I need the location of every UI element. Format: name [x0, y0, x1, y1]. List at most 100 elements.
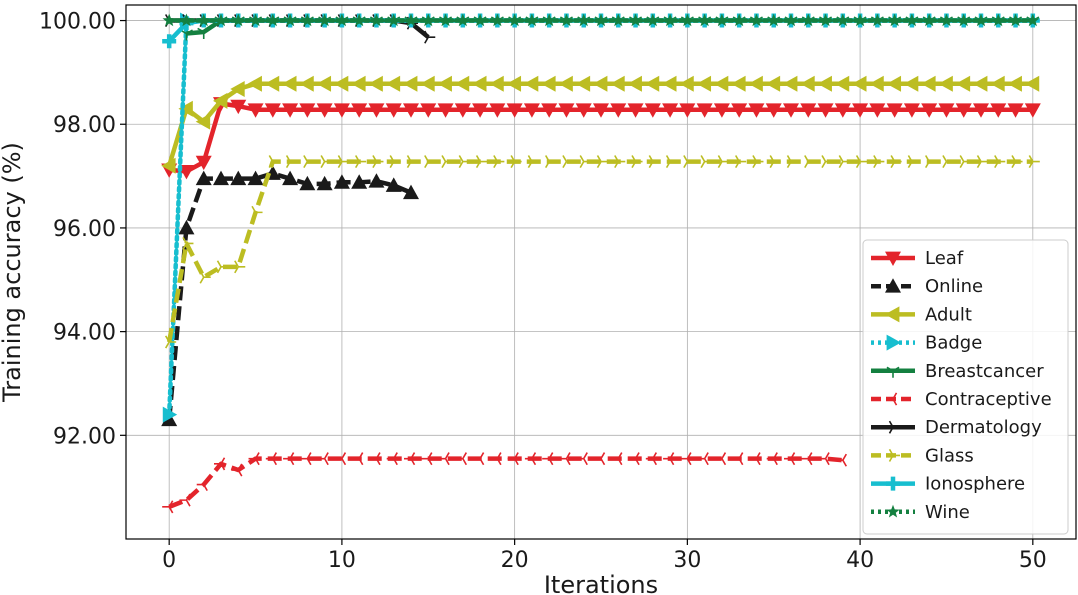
data-point-contraceptive — [611, 452, 623, 466]
legend-label-dermatology: Dermatology — [925, 417, 1042, 438]
data-point-online — [403, 184, 419, 200]
data-point-glass — [1028, 155, 1040, 169]
y-tick-label: 96.00 — [53, 217, 116, 242]
legend-item-adult: Adult — [871, 304, 972, 325]
data-point-leaf — [454, 103, 471, 118]
y-tick-label: 98.00 — [53, 113, 116, 138]
data-point-adult — [351, 75, 366, 92]
data-point-wine — [197, 13, 211, 27]
data-point-leaf — [178, 165, 195, 180]
data-point-leaf — [610, 103, 627, 118]
data-point-glass — [683, 155, 695, 169]
data-point-adult — [593, 75, 608, 92]
data-point-online — [213, 170, 229, 186]
data-point-wine — [974, 13, 988, 27]
data-point-leaf — [696, 103, 713, 118]
data-point-leaf — [800, 103, 817, 118]
data-point-wine — [991, 13, 1005, 27]
legend-item-wine: Wine — [871, 502, 970, 523]
data-point-wine — [818, 13, 833, 27]
legend-label-breastcancer: Breastcancer — [925, 361, 1044, 382]
data-point-wine — [542, 13, 556, 27]
data-point-contraceptive — [438, 452, 450, 466]
data-point-wine — [507, 13, 522, 27]
data-point-adult — [454, 75, 470, 92]
data-point-leaf — [644, 103, 661, 118]
data-point-leaf — [869, 103, 886, 118]
data-point-contraceptive — [559, 452, 571, 466]
data-point-wine — [870, 13, 885, 27]
data-point-glass — [389, 155, 401, 169]
plot-frame — [125, 4, 1077, 540]
data-point-adult — [627, 75, 642, 92]
data-point-leaf — [523, 103, 540, 118]
data-point-adult — [990, 75, 1005, 92]
data-point-wine — [300, 13, 315, 27]
data-point-contraceptive — [179, 493, 191, 507]
data-point-glass — [164, 335, 177, 349]
data-point-adult — [333, 75, 349, 92]
data-point-glass — [717, 155, 729, 169]
data-point-leaf — [955, 103, 972, 118]
data-point-contraceptive — [542, 452, 554, 466]
data-point-online — [247, 170, 264, 186]
data-point-leaf — [282, 103, 299, 118]
data-point-leaf — [558, 103, 575, 118]
series-online — [161, 165, 419, 427]
data-point-leaf — [299, 103, 316, 118]
data-point-leaf — [385, 103, 402, 118]
data-point-online — [351, 174, 368, 189]
data-point-wine — [438, 13, 453, 27]
data-point-wine — [387, 13, 401, 27]
data-point-glass — [544, 155, 557, 169]
data-point-adult — [161, 157, 176, 174]
legend-label-online: Online — [925, 276, 983, 297]
legend-item-ionosphere: Ionosphere — [871, 474, 1025, 495]
data-point-contraceptive — [317, 452, 329, 466]
data-point-glass — [320, 155, 332, 169]
data-point-glass — [959, 155, 971, 169]
data-point-adult — [938, 75, 953, 92]
series-line-badge — [166, 18, 189, 417]
data-point-contraceptive — [404, 452, 416, 466]
data-point-adult — [921, 75, 936, 92]
data-point-leaf — [921, 103, 938, 118]
data-point-adult — [506, 75, 522, 92]
data-point-contraceptive — [231, 463, 243, 477]
data-point-adult — [230, 80, 245, 97]
data-point-adult — [903, 75, 919, 92]
legend-marker-leaf — [885, 251, 901, 266]
data-point-glass — [838, 155, 850, 169]
data-point-wine — [248, 13, 263, 27]
data-point-glass — [665, 155, 678, 169]
data-point-adult — [472, 75, 487, 92]
data-point-contraceptive — [663, 452, 675, 466]
y-axis-label: Training accuracy (%) — [0, 142, 26, 403]
data-point-wine — [680, 13, 695, 27]
data-point-adult — [575, 75, 591, 92]
data-point-glass — [251, 205, 263, 219]
data-point-dermatology — [424, 30, 436, 44]
data-point-glass — [337, 155, 349, 169]
data-point-adult — [852, 75, 867, 92]
data-point-leaf — [403, 103, 419, 118]
data-point-breastcancer — [197, 27, 211, 39]
data-point-leaf — [662, 103, 679, 118]
legend-item-glass: Glass — [871, 445, 974, 466]
data-point-wine — [939, 13, 954, 27]
data-point-wine — [473, 13, 487, 27]
data-point-online — [230, 170, 247, 186]
data-point-wine — [628, 13, 643, 27]
data-point-wine — [404, 13, 418, 27]
data-point-adult — [299, 75, 314, 92]
data-point-leaf — [316, 103, 333, 118]
data-point-adult — [489, 75, 504, 92]
data-point-glass — [942, 155, 954, 169]
data-point-adult — [955, 75, 971, 92]
data-point-wine — [732, 13, 746, 27]
data-point-contraceptive — [421, 452, 433, 466]
data-point-wine — [646, 13, 660, 27]
data-point-wine — [663, 13, 677, 27]
data-point-adult — [385, 75, 401, 92]
data-point-wine — [887, 13, 902, 27]
